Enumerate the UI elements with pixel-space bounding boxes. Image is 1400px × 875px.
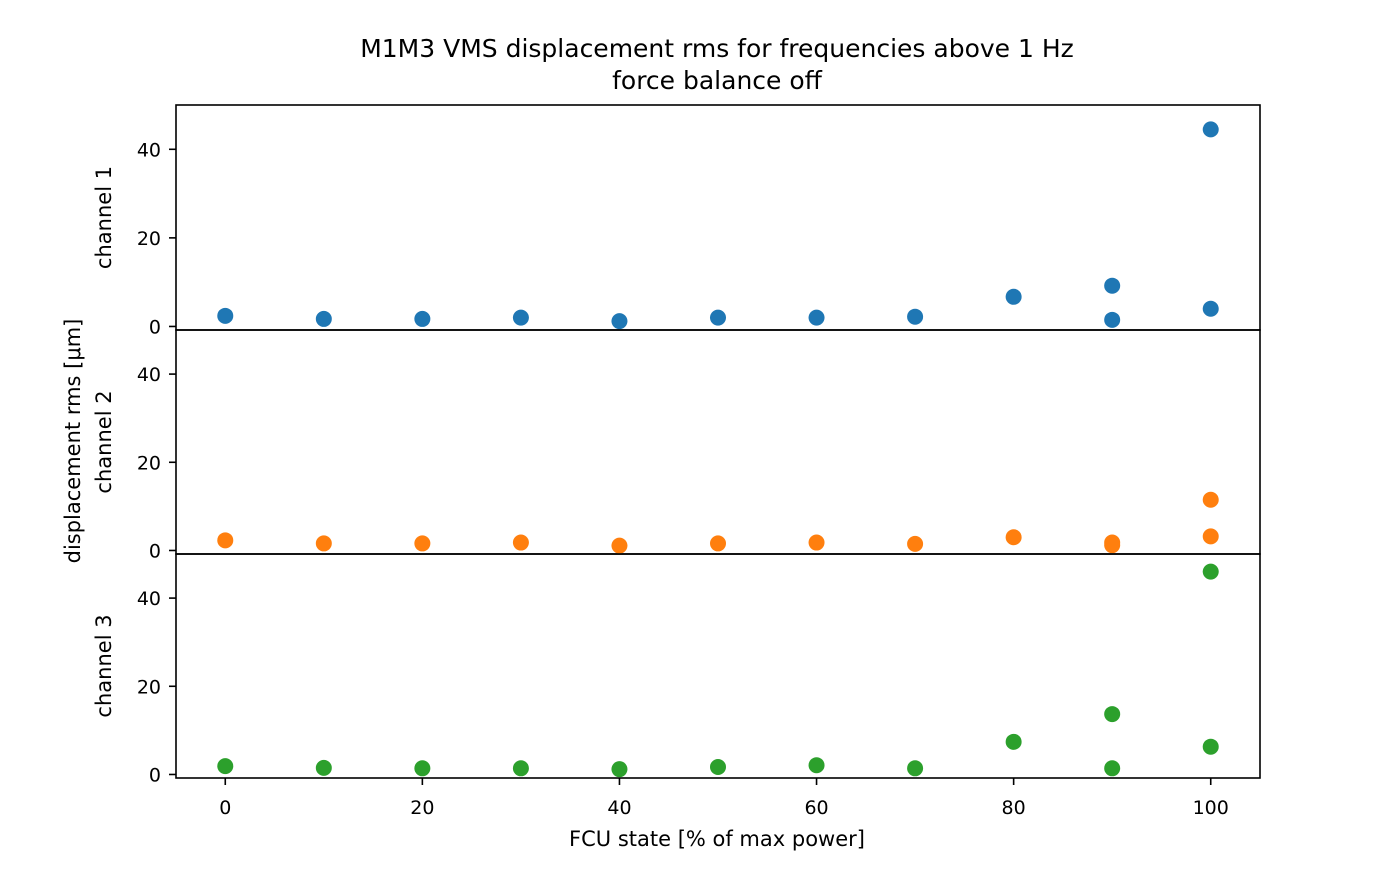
- data-point: [907, 535, 924, 552]
- data-point: [808, 309, 825, 326]
- panel-label: channel 3: [92, 614, 116, 717]
- data-point: [907, 760, 924, 777]
- data-point: [1104, 277, 1121, 294]
- data-point: [217, 307, 234, 324]
- y-tick-label: 20: [137, 228, 161, 250]
- x-tick-label: 60: [804, 797, 828, 819]
- panel-frame: [175, 329, 1261, 555]
- panels: 0 20 40 channel 1 0 20 40 channel 2 0 20 40 channel…: [92, 104, 1261, 786]
- chart-subtitle: force balance off: [612, 66, 823, 95]
- data-point: [315, 759, 332, 776]
- data-point: [808, 534, 825, 551]
- data-point: [611, 761, 628, 778]
- x-axis-label: FCU state [% of max power]: [569, 827, 865, 851]
- panel-channel-1: 0 20 40 channel 1: [92, 104, 1261, 338]
- data-point: [611, 313, 628, 330]
- data-point: [710, 535, 726, 552]
- data-point: [710, 309, 726, 326]
- y-tick-label: 20: [137, 452, 161, 474]
- panel-label: channel 2: [92, 390, 116, 493]
- y-tick-label: 0: [149, 316, 161, 338]
- data-point: [217, 532, 234, 549]
- data-point: [1202, 528, 1219, 545]
- data-point: [1202, 563, 1219, 580]
- data-point: [611, 537, 628, 554]
- data-point: [1202, 300, 1219, 317]
- data-point: [1104, 706, 1121, 723]
- y-tick-label: 40: [137, 588, 161, 610]
- data-point: [1202, 121, 1219, 138]
- y-tick-label: 40: [137, 139, 161, 161]
- data-point: [1202, 738, 1219, 755]
- data-point: [512, 309, 529, 326]
- y-tick-label: 40: [137, 364, 161, 386]
- data-point: [1005, 288, 1022, 305]
- data-point: [414, 760, 431, 777]
- x-tick-label: 100: [1193, 797, 1229, 819]
- panel-channel-3: 0 20 40 channel 3: [92, 553, 1261, 786]
- data-point: [1202, 491, 1219, 508]
- y-axis-label: displacement rms [μm]: [61, 319, 85, 564]
- data-point: [315, 310, 332, 327]
- data-point: [1104, 311, 1121, 328]
- panel-frame: [175, 104, 1261, 331]
- y-tick-label: 0: [149, 540, 161, 562]
- data-point: [414, 310, 431, 327]
- data-point: [315, 535, 332, 552]
- y-tick-label: 0: [149, 764, 161, 786]
- data-point: [1104, 537, 1121, 554]
- data-point: [907, 308, 924, 325]
- data-point: [710, 758, 726, 775]
- data-point: [1104, 760, 1121, 777]
- data-point: [808, 757, 825, 774]
- x-tick-label: 0: [219, 797, 231, 819]
- x-tick-label: 80: [1002, 797, 1026, 819]
- chart-title: M1M3 VMS displacement rms for frequencie…: [360, 34, 1074, 63]
- x-axis: 0 20 40 60 80 100: [219, 778, 1229, 819]
- x-tick-label: 40: [607, 797, 631, 819]
- panel-frame: [175, 553, 1261, 779]
- panel-channel-2: 0 20 40 channel 2: [92, 329, 1261, 562]
- data-point: [1005, 733, 1022, 750]
- data-point: [1005, 529, 1022, 546]
- data-point: [512, 760, 529, 777]
- y-tick-label: 20: [137, 676, 161, 698]
- panel-label: channel 1: [92, 166, 116, 269]
- data-point: [414, 535, 431, 552]
- data-point: [512, 534, 529, 551]
- x-tick-label: 20: [410, 797, 434, 819]
- data-point: [217, 758, 234, 775]
